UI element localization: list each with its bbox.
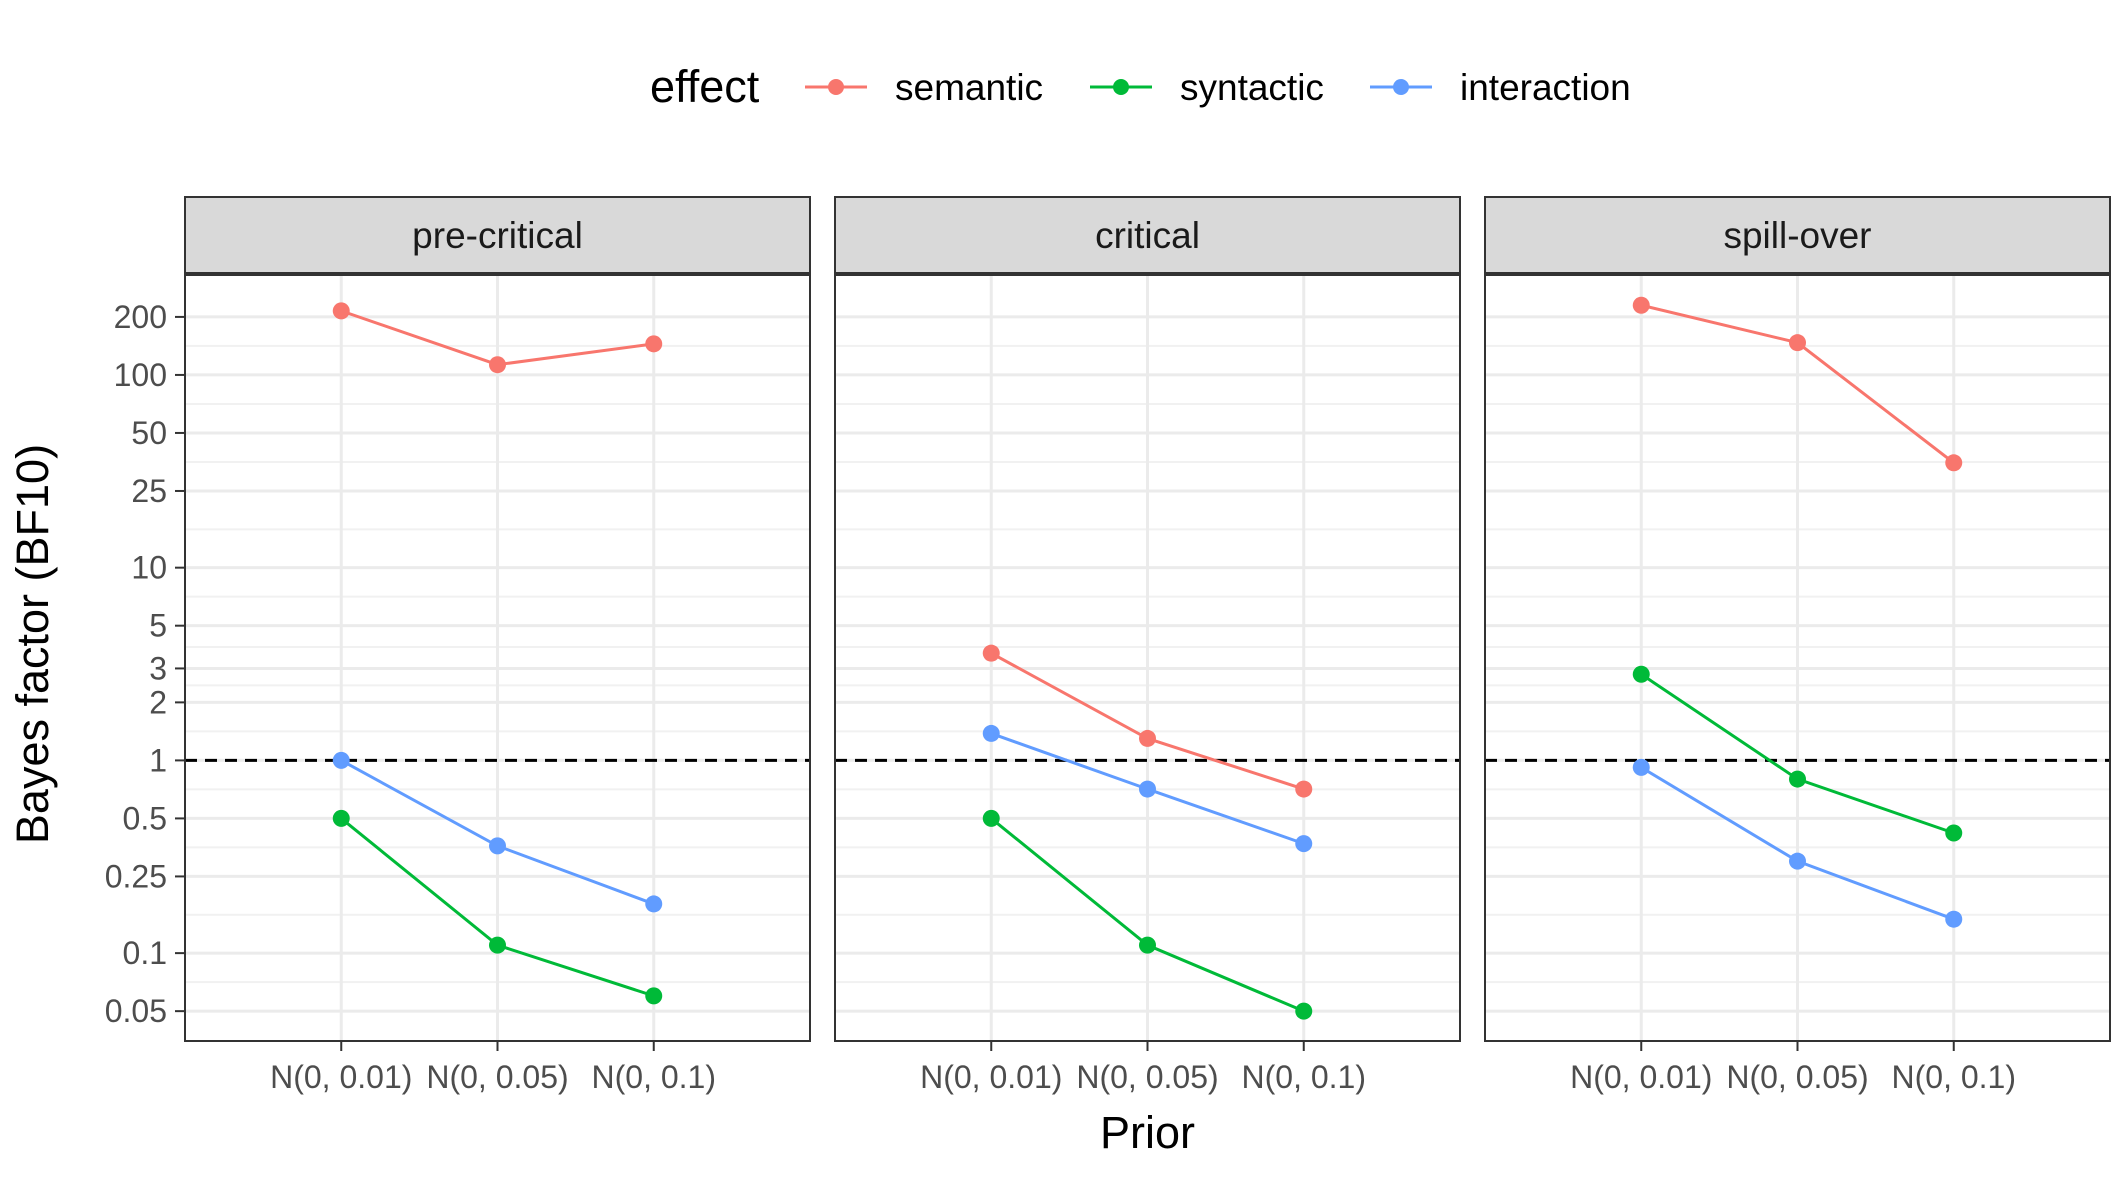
facet-panels: pre-critical N(0, 0.01) N(0, 0.05) N(0, 0.1… — [184, 196, 2111, 1095]
data-point-semantic — [1789, 334, 1806, 352]
x-tick-label: N(0, 0.1) — [592, 1059, 716, 1095]
data-point-semantic — [332, 302, 350, 320]
legend-item-interaction: interaction — [1370, 67, 1631, 108]
x-tick-label: N(0, 0.05) — [1726, 1059, 1868, 1095]
data-point-interaction — [1295, 835, 1313, 853]
y-tick-label: 1 — [149, 742, 167, 778]
y-tick-label: 10 — [131, 550, 167, 586]
data-point-syntactic — [1295, 1002, 1313, 1020]
x-tick-label: N(0, 0.05) — [1076, 1059, 1218, 1095]
data-point-syntactic — [332, 809, 350, 827]
y-tick-label: 100 — [114, 357, 167, 393]
y-tick-label: 3 — [149, 650, 167, 686]
y-axis-title: Bayes factor (BF10) — [7, 444, 58, 844]
x-axis-title: Prior — [1100, 1107, 1195, 1158]
data-point-semantic — [1945, 454, 1963, 472]
data-point-syntactic — [645, 987, 663, 1005]
panel-strip-label: spill-over — [1723, 215, 1871, 256]
y-tick-label: 0.05 — [105, 993, 167, 1029]
panel-strip — [1484, 196, 2111, 274]
data-point-interaction — [1632, 758, 1650, 776]
data-point-interaction — [1139, 780, 1156, 798]
legend-item-syntactic: syntactic — [1090, 67, 1324, 108]
data-point-interaction — [645, 895, 663, 913]
x-tick-label: N(0, 0.01) — [270, 1059, 412, 1095]
data-point-semantic — [1139, 729, 1156, 747]
panel-strip — [184, 196, 811, 274]
panel-strip-label: critical — [1095, 215, 1200, 256]
data-point-interaction — [332, 751, 350, 769]
y-axis: 0.05 0.1 0.25 0.5 1 23 5 10 25 50 100 200 — [105, 299, 185, 1029]
x-tick-label: N(0, 0.1) — [1892, 1059, 2016, 1095]
x-tick-label: N(0, 0.1) — [1242, 1059, 1366, 1095]
y-tick-label: 0.1 — [123, 935, 167, 971]
y-tick-label: 0.5 — [123, 800, 167, 836]
data-point-semantic — [1295, 780, 1313, 798]
legend-item-semantic: semantic — [805, 67, 1043, 108]
legend: effect semantic syntactic interaction — [650, 61, 1631, 112]
x-tick-label: N(0, 0.01) — [920, 1059, 1062, 1095]
data-point-interaction — [489, 837, 506, 855]
data-point-syntactic — [1139, 936, 1156, 954]
y-tick-label: 25 — [131, 473, 167, 509]
panel-strip-label: pre-critical — [412, 215, 583, 256]
y-tick-label: 200 — [114, 299, 167, 335]
data-point-semantic — [1632, 296, 1650, 314]
data-point-syntactic — [489, 936, 506, 954]
y-tick-label: 2 — [149, 684, 167, 720]
legend-label-semantic: semantic — [895, 67, 1043, 108]
x-tick-label: N(0, 0.05) — [426, 1059, 568, 1095]
data-point-semantic — [489, 356, 506, 374]
data-point-syntactic — [1945, 824, 1963, 842]
legend-key-point-syntactic — [1113, 79, 1129, 95]
data-point-interaction — [1789, 852, 1806, 870]
legend-title: effect — [650, 61, 760, 112]
data-point-syntactic — [982, 809, 1000, 827]
panel-critical: critical N(0, 0.01) N(0, 0.05) N(0, 0.1) — [834, 196, 1461, 1095]
legend-key-point-interaction — [1393, 79, 1409, 95]
data-point-semantic — [645, 335, 663, 353]
legend-label-syntactic: syntactic — [1180, 67, 1324, 108]
data-point-syntactic — [1632, 665, 1650, 683]
y-tick-label: 0.25 — [105, 858, 167, 894]
panel-pre-critical: pre-critical N(0, 0.01) N(0, 0.05) N(0, 0.1… — [184, 196, 811, 1095]
panel-spill-over: spill-over N(0, 0.01) N(0, 0.05) N(0, 0.1) — [1484, 196, 2111, 1095]
x-tick-label: N(0, 0.01) — [1570, 1059, 1712, 1095]
legend-label-interaction: interaction — [1460, 67, 1631, 108]
legend-key-point-semantic — [828, 79, 844, 95]
data-point-interaction — [982, 724, 1000, 742]
data-point-syntactic — [1789, 770, 1806, 788]
data-point-interaction — [1945, 910, 1963, 928]
data-point-semantic — [982, 644, 1000, 662]
y-tick-label: 50 — [131, 415, 167, 451]
y-tick-label: 5 — [149, 608, 167, 644]
panel-strip — [834, 196, 1461, 274]
